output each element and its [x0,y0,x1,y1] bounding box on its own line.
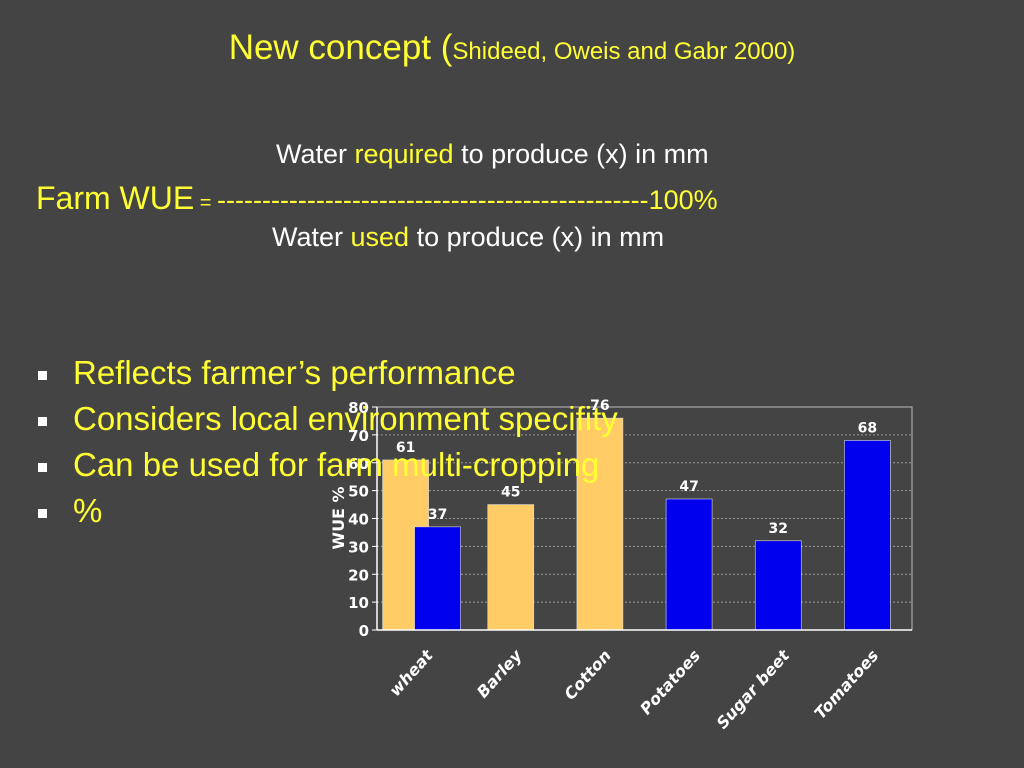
y-tick-label: 20 [348,566,369,584]
x-tick-label: Cotton [560,646,615,704]
bullet-text: Can be used for farm multi-cropping [73,446,600,483]
bullet-text: Considers local environment specifity [73,400,618,437]
bar-value-label: 32 [769,521,788,537]
bullet-square-icon [38,417,47,427]
x-tick-label: Tomatoes [811,646,883,723]
bar-value-label: 47 [679,479,698,495]
bar [665,498,713,631]
title-citation: Shideed, Oweis and Gabr 2000) [452,38,796,65]
bar [576,417,624,631]
x-tick-label: Sugar beet [713,645,795,733]
slide-title: New concept (Shideed, Oweis and Gabr 200… [0,28,1024,68]
bullet-item: Can be used for farm multi-cropping [38,442,618,488]
bullet-item: % [38,488,618,534]
y-tick-label: 0 [359,622,369,640]
bullet-list: Reflects farmer’s performance Considers … [38,350,618,534]
bullet-square-icon [38,371,47,381]
bar-value-label: 61 [396,440,415,456]
formula-line: Farm WUE = -----------------------------… [36,180,718,217]
bar [844,440,891,631]
denominator-pre: Water [272,222,351,252]
numerator-highlight: required [354,139,454,169]
formula-denominator: Water used to produce (x) in mm [272,222,664,253]
y-tick-label: 70 [348,427,369,445]
numerator-post: to produce (x) in mm [453,139,709,169]
x-tick-label: Barley [473,646,526,702]
bar [754,540,802,631]
title-main: New concept ( [228,28,453,67]
x-tick-label: Potatoes [636,646,704,718]
formula-numerator: Water required to produce (x) in mm [276,139,709,170]
y-axis-label: WUE % [329,486,348,549]
bar [487,504,535,631]
formula-label: Farm WUE [36,180,195,216]
bullet-item: Considers local environment specifity [38,396,618,442]
numerator-pre: Water [276,139,355,169]
bar-value-label: 68 [858,420,877,436]
formula-equals: = [194,192,217,214]
bar-value-label: 45 [501,485,520,501]
y-tick-label: 80 [348,399,369,417]
bullet-square-icon [38,463,47,473]
bullet-square-icon [38,509,47,519]
formula-divider: ----------------------------------------… [217,185,718,215]
y-tick-label: 30 [348,538,369,556]
bar-value-label: 37 [428,507,447,523]
bar [414,526,461,631]
y-tick-label: 10 [348,594,369,612]
y-tick-label: 50 [348,483,369,501]
bullet-item: Reflects farmer’s performance [38,350,618,396]
bar-value-label: 76 [590,398,609,414]
denominator-post: to produce (x) in mm [409,222,665,252]
x-tick-label: wheat [385,645,437,700]
bullet-text: Reflects farmer’s performance [73,354,516,391]
y-tick-label: 40 [348,511,369,529]
y-tick-label: 60 [348,455,369,473]
denominator-highlight: used [350,222,410,252]
bullet-text: % [73,492,103,529]
